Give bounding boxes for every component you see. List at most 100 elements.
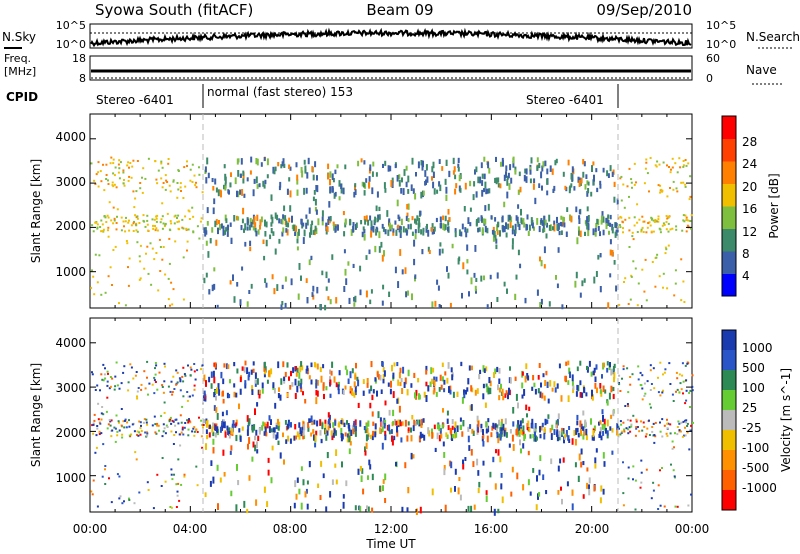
range-cell: [496, 230, 499, 235]
range-cell: [104, 468, 106, 471]
range-cell: [531, 386, 534, 391]
range-cell: [205, 240, 208, 246]
range-cell: [401, 388, 404, 394]
range-cell: [445, 432, 448, 437]
range-cell: [664, 252, 667, 255]
range-cell: [237, 216, 240, 221]
range-cell: [629, 376, 632, 378]
range-cell: [305, 222, 308, 229]
range-cell: [598, 421, 600, 426]
range-cell: [382, 284, 385, 290]
range-cell: [446, 410, 449, 416]
range-cell: [308, 375, 311, 380]
range-cell: [631, 231, 634, 234]
range-cell: [161, 166, 164, 169]
range-cell: [251, 385, 254, 392]
range-cell: [419, 506, 422, 514]
range-cell: [221, 411, 224, 417]
range-cell: [626, 185, 629, 188]
range-cell: [364, 446, 366, 452]
range-cell: [654, 219, 657, 221]
range-cell: [438, 181, 441, 187]
range-cell: [641, 268, 644, 271]
range-cell: [489, 380, 492, 387]
range-cell: [284, 302, 287, 309]
range-cell: [565, 231, 568, 237]
range-cell: [175, 506, 178, 508]
range-cell: [148, 382, 151, 385]
range-cell: [187, 395, 190, 398]
range-cell: [108, 387, 111, 390]
range-cell: [315, 379, 318, 385]
range-cell: [671, 393, 674, 396]
range-cell: [324, 423, 327, 431]
range-cell: [316, 390, 319, 397]
range-cell: [139, 277, 142, 280]
range-cell: [561, 430, 564, 436]
range-cell: [568, 438, 571, 443]
range-cell: [255, 158, 258, 165]
range-cell: [222, 225, 225, 231]
range-cell: [192, 215, 195, 218]
range-cell: [118, 475, 121, 478]
range-cell: [288, 177, 291, 182]
range-cell: [140, 388, 143, 391]
range-cell: [384, 229, 387, 235]
range-cell: [567, 395, 570, 402]
range-cell: [211, 178, 214, 183]
range-cell: [271, 274, 274, 280]
range-cell: [182, 298, 185, 301]
range-cell: [478, 374, 481, 380]
range-cell: [331, 479, 334, 485]
range-cell: [102, 363, 105, 366]
range-cell: [188, 419, 191, 422]
range-cell: [280, 304, 283, 310]
range-cell: [374, 245, 377, 253]
range-cell: [354, 390, 357, 396]
range-cell: [218, 389, 221, 396]
range-cell: [628, 246, 631, 248]
range-cell: [177, 188, 180, 191]
range-cell: [622, 368, 625, 371]
range-cell: [137, 387, 140, 389]
range-cell: [375, 205, 378, 212]
range-cell: [555, 275, 557, 280]
range-cell: [105, 221, 108, 223]
range-cell: [145, 418, 148, 421]
range-cell: [264, 179, 267, 185]
range-cell: [419, 431, 422, 439]
range-cell: [193, 384, 196, 387]
range-cell: [158, 429, 160, 432]
range-cell: [306, 219, 309, 226]
range-cell: [281, 301, 284, 306]
range-cell: [428, 249, 431, 254]
range-cell: [261, 388, 264, 394]
range-cell: [492, 234, 495, 242]
range-cell: [161, 386, 164, 388]
range-cell: [461, 292, 463, 299]
range-cell: [576, 237, 579, 245]
range-cell: [542, 373, 545, 378]
range-cell: [621, 220, 624, 223]
range-cell: [480, 423, 483, 429]
range-cell: [224, 214, 227, 221]
range-cell: [397, 379, 400, 386]
range-cell: [344, 268, 347, 276]
range-cell: [475, 277, 478, 282]
range-cell: [170, 506, 173, 509]
range-cell: [146, 245, 149, 248]
range-cell: [470, 505, 473, 512]
range-cell: [147, 157, 150, 160]
range-cell: [213, 392, 216, 398]
range-cell: [200, 435, 203, 438]
range-cell: [255, 499, 258, 506]
range-cell: [110, 156, 113, 159]
velocity-colorbar: 1000 500 100 25 -25 -100 -500 -1000 Velo…: [721, 329, 793, 511]
range-cell: [118, 497, 121, 500]
range-cell: [570, 215, 573, 223]
range-cell: [125, 216, 127, 219]
range-cell: [685, 216, 688, 219]
range-cell: [685, 379, 688, 382]
range-cell: [279, 181, 282, 188]
range-cell: [105, 410, 108, 413]
